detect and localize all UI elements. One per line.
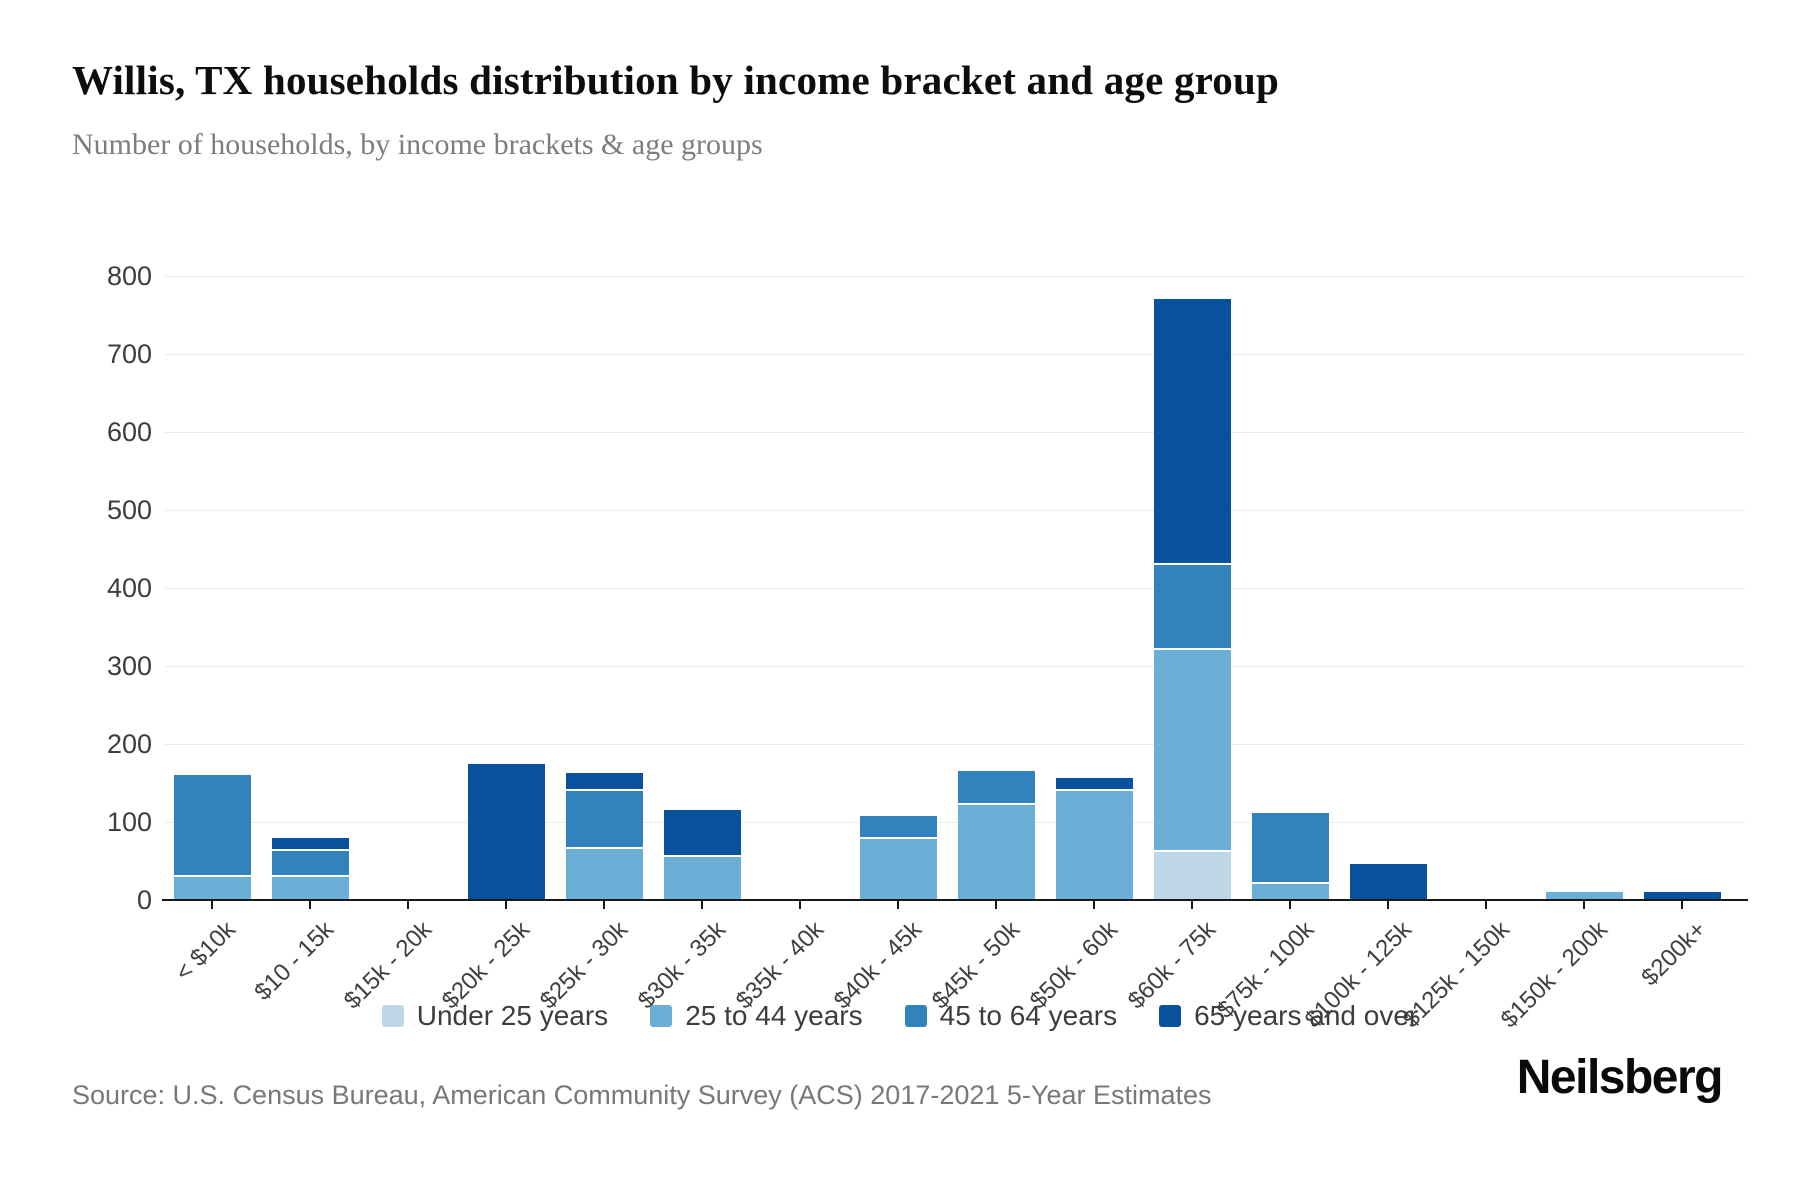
legend-item[interactable]: Under 25 years xyxy=(381,1000,609,1032)
gridline xyxy=(165,666,1745,667)
x-axis-tick xyxy=(1093,901,1095,909)
x-axis-tick xyxy=(407,901,409,909)
x-axis-tick xyxy=(995,901,997,909)
bar-segment[interactable] xyxy=(173,876,251,900)
bar-segment[interactable] xyxy=(1643,892,1721,900)
bar-segment[interactable] xyxy=(663,857,741,900)
legend-item[interactable]: 25 to 44 years xyxy=(650,1000,863,1032)
bar-segment[interactable] xyxy=(1153,650,1231,852)
bar-segment[interactable] xyxy=(467,763,545,900)
gridline xyxy=(165,744,1745,745)
bar-segment[interactable] xyxy=(1153,564,1231,651)
x-axis-tick xyxy=(309,901,311,909)
x-axis-tick xyxy=(1289,901,1291,909)
y-axis-label: 300 xyxy=(106,651,152,681)
chart-subtitle: Number of households, by income brackets… xyxy=(72,128,763,161)
x-axis-tick xyxy=(701,901,703,909)
x-axis-tick xyxy=(211,901,213,909)
y-axis-label: 600 xyxy=(106,417,152,447)
bar-segment[interactable] xyxy=(859,839,937,900)
x-axis-tick xyxy=(1583,901,1585,909)
x-axis-tick xyxy=(897,901,899,909)
bar-segment[interactable] xyxy=(1153,851,1231,900)
legend-swatch-icon xyxy=(650,1005,673,1027)
bar-segment[interactable] xyxy=(565,772,643,791)
bar-segment[interactable] xyxy=(173,775,251,877)
gridline xyxy=(165,510,1745,511)
gridline xyxy=(165,276,1745,277)
legend-label: 25 to 44 years xyxy=(685,1000,863,1031)
gridline xyxy=(165,354,1745,355)
gridline xyxy=(165,432,1745,433)
legend-swatch-icon xyxy=(904,1005,927,1027)
x-axis-tick xyxy=(505,901,507,909)
bar-segment[interactable] xyxy=(1251,812,1329,885)
x-axis-tick xyxy=(1387,901,1389,909)
source-note: Source: U.S. Census Bureau, American Com… xyxy=(72,1080,1212,1110)
bar-segment[interactable] xyxy=(565,790,643,850)
legend-label: 65 years and over xyxy=(1194,1000,1419,1031)
legend-swatch-icon xyxy=(1159,1005,1182,1027)
x-axis-tick xyxy=(799,901,801,909)
bar-segment[interactable] xyxy=(957,771,1035,805)
bar-segment[interactable] xyxy=(1153,299,1231,565)
y-axis-label: 200 xyxy=(106,729,152,759)
x-axis-tick xyxy=(1681,901,1683,909)
y-axis-label: 100 xyxy=(106,807,152,837)
y-axis-label: 500 xyxy=(106,495,152,525)
y-axis-label: 400 xyxy=(106,573,152,603)
x-axis-label: $10 - 15k xyxy=(249,916,340,1006)
bar-segment[interactable] xyxy=(1055,778,1133,791)
y-axis-label: 0 xyxy=(136,885,152,915)
x-axis-tick xyxy=(1191,901,1193,909)
legend-label: 45 to 64 years xyxy=(939,1000,1118,1031)
y-axis-label: 800 xyxy=(106,261,152,291)
x-axis-tick xyxy=(603,901,605,909)
legend: Under 25 years 25 to 44 years 45 to 64 yea… xyxy=(0,1000,1800,1032)
gridline xyxy=(165,822,1745,823)
bar-segment[interactable] xyxy=(663,810,741,858)
bar-segment[interactable] xyxy=(271,876,349,900)
legend-item[interactable]: 65 years and over xyxy=(1159,1000,1418,1032)
bar-segment[interactable] xyxy=(271,837,349,851)
neilsberg-logo[interactable]: Neilsberg xyxy=(1516,1051,1724,1104)
bar-segment[interactable] xyxy=(859,815,937,840)
bar-segment[interactable] xyxy=(565,849,643,900)
x-axis-label: $200k+ xyxy=(1635,916,1712,992)
x-axis-line xyxy=(162,899,1748,901)
legend-label: Under 25 years xyxy=(416,1000,609,1031)
y-axis-label: 700 xyxy=(106,339,152,369)
chart-title: Willis, TX households distribution by in… xyxy=(72,57,1280,103)
legend-item[interactable]: 45 to 64 years xyxy=(904,1000,1118,1032)
bar-segment[interactable] xyxy=(1055,790,1133,900)
legend-swatch-icon xyxy=(381,1005,404,1027)
gridline xyxy=(165,588,1745,589)
bar-segment[interactable] xyxy=(271,850,349,877)
bar-segment[interactable] xyxy=(1349,864,1427,900)
bar-segment[interactable] xyxy=(1251,884,1329,900)
bar-segment[interactable] xyxy=(957,804,1035,900)
x-axis-tick xyxy=(1485,901,1487,909)
bar-segment[interactable] xyxy=(1545,892,1623,900)
x-axis-label: < $10k xyxy=(170,916,242,987)
plot-area xyxy=(162,276,1748,901)
